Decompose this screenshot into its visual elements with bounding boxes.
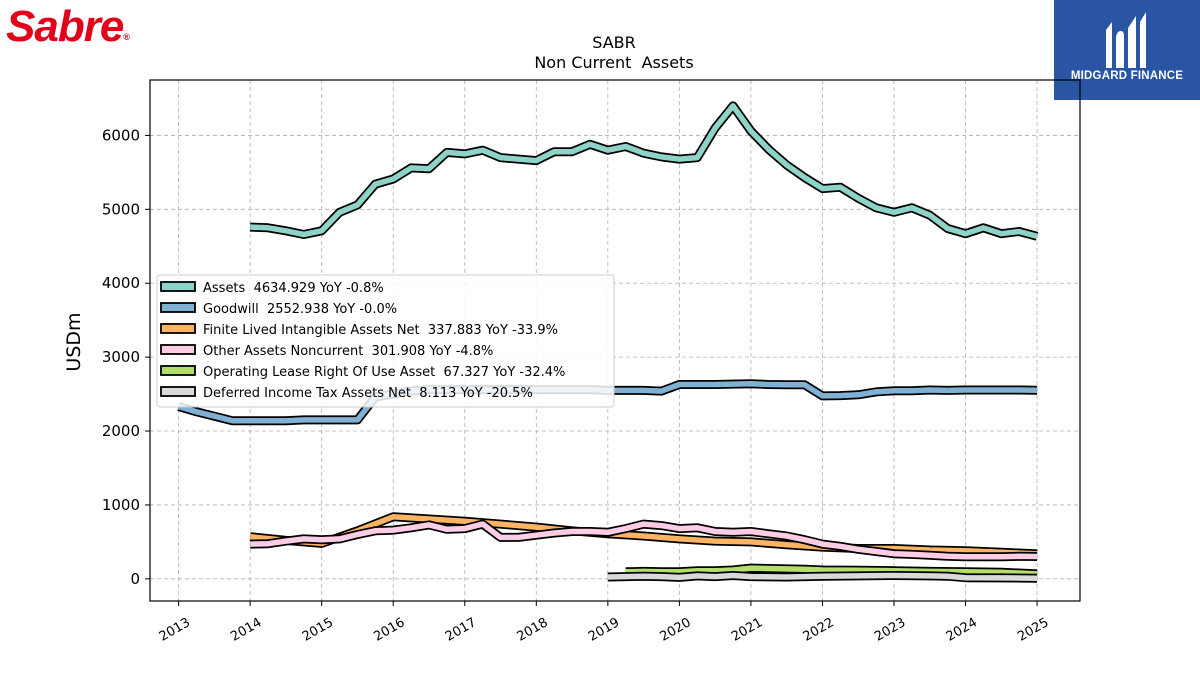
legend: Assets 4634.929 YoY -0.8% Goodwill 2552.9… [156,274,615,408]
legend-box [156,274,615,408]
y-tick-label: 4000 [102,274,140,292]
chart-title: SABR [592,33,636,52]
y-tick-label: 5000 [102,200,140,218]
legend-swatch [160,386,196,397]
chart-subtitle: Non Current Assets [534,53,693,72]
legend-entry: Operating Lease Right Of Use Asset 67.32… [203,365,565,380]
legend-swatch [160,302,196,313]
x-tick-label: 2022 [801,615,837,645]
series-line [250,103,1038,239]
midgard-finance-logo: MIDGARD FINANCE [1054,0,1200,100]
legend-entry: Assets 4634.929 YoY -0.8% [203,281,384,296]
legend-swatch [160,323,196,334]
legend-entry: Other Assets Noncurrent 301.908 YoY -4.8… [203,344,493,359]
legend-entry: Deferred Income Tax Assets Net 8.113 YoY… [203,386,533,401]
series-line [607,572,1038,581]
x-tick-label: 2015 [300,615,336,645]
legend-entry: Finite Lived Intangible Assets Net 337.8… [203,323,558,338]
x-tick-label: 2013 [157,615,193,645]
x-tick-label: 2016 [371,615,407,645]
series-assets [250,101,1039,241]
series-outline [250,101,1039,241]
legend-swatch [160,365,196,376]
x-tick-label: 2014 [228,615,264,645]
plot-frame [149,79,1081,602]
x-tick-label: 2023 [872,615,908,645]
legend-swatch [160,344,196,355]
y-tick-label: 3000 [102,348,140,366]
y-axis-label: USDm [63,312,85,371]
series-other_assets [250,519,1038,562]
y-tick-label: 6000 [102,126,140,144]
x-tick-label: 2019 [586,615,622,645]
series-deferred_tax [607,571,1038,583]
x-tick-label: 2024 [944,615,980,645]
x-tick-label: 2020 [658,615,694,645]
x-tick-label: 2018 [514,615,550,645]
y-tick-label: 2000 [102,422,140,440]
x-tick-label: 2017 [443,615,479,645]
legend-entry: Goodwill 2552.938 YoY -0.0% [203,302,397,317]
midgard-mark-icon [1106,12,1146,68]
sabre-logo: Sabre® [6,2,130,51]
series-operating_lease [625,563,1038,579]
legend-swatch [160,281,196,292]
x-tick-label: 2025 [1015,615,1051,645]
series-line [625,565,1038,577]
x-tick-label: 2021 [729,615,765,645]
y-tick-label: 1000 [102,496,140,514]
y-tick-label: 0 [130,570,140,588]
partner-name: MIDGARD FINANCE [1070,70,1184,82]
series-layer [177,101,1039,583]
